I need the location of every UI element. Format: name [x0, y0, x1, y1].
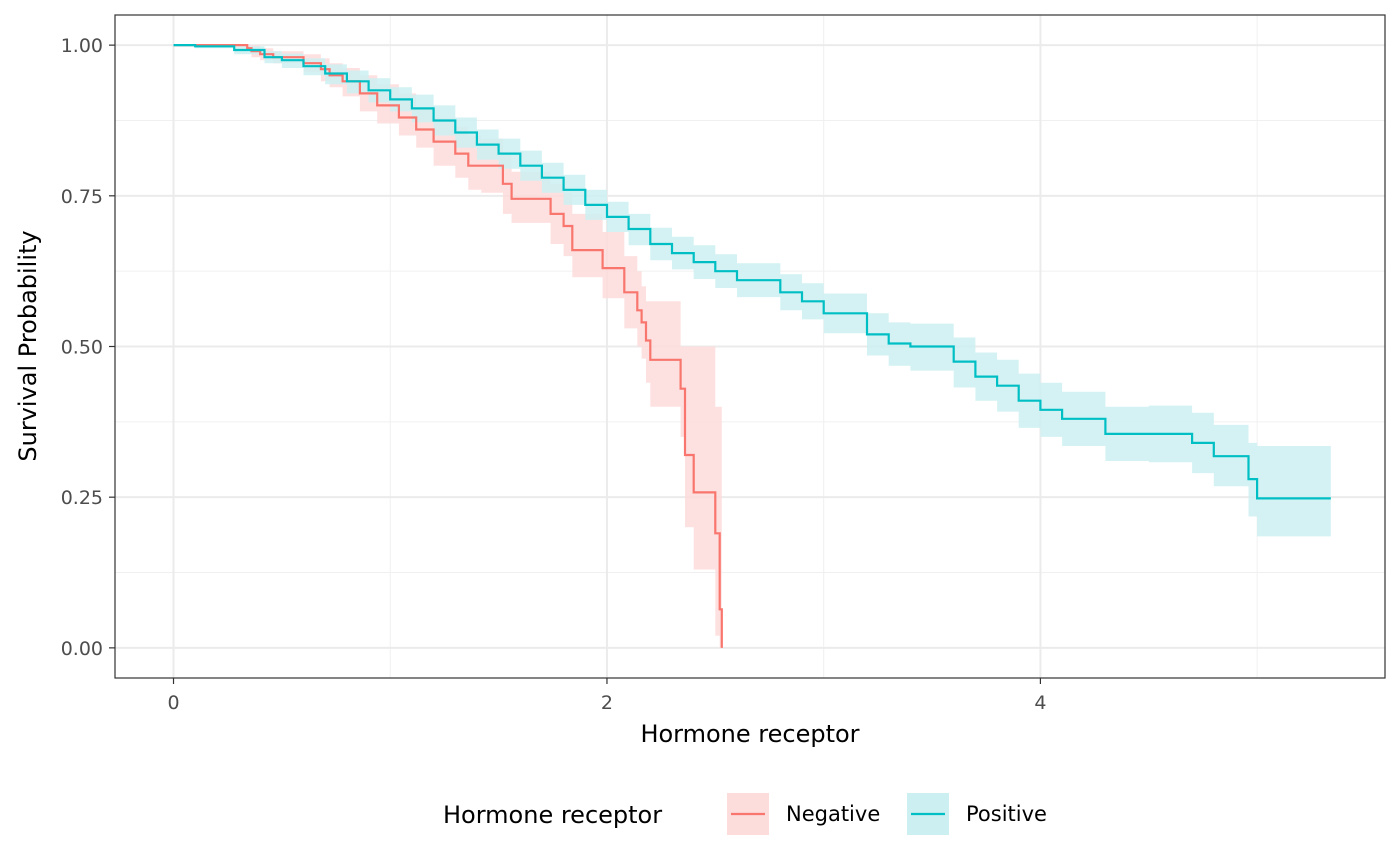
confidence-band-negative [173, 45, 722, 648]
x-axis-title: Hormone receptor [640, 720, 859, 748]
y-tick-label: 0.50 [61, 337, 103, 359]
y-tick-label: 0.75 [61, 186, 103, 208]
legend-title: Hormone receptor [443, 801, 662, 829]
survival-curve-positive [173, 43, 1331, 500]
survival-curve-negative [173, 43, 723, 648]
y-axis: 0.00 0.25 0.50 0.75 1.00 [61, 35, 115, 660]
x-tick-label: 4 [1034, 692, 1046, 714]
confidence-band-positive [173, 45, 1331, 537]
legend-item-negative: Negative [727, 793, 880, 835]
legend: Hormone receptor Negative Positive [443, 793, 1047, 835]
y-tick-label: 1.00 [61, 35, 103, 57]
plot-panel [114, 14, 1386, 679]
legend-label-negative: Negative [786, 802, 880, 826]
x-tick-label: 2 [601, 692, 613, 714]
y-tick-label: 0.25 [61, 487, 103, 509]
confidence-bands [173, 45, 1331, 648]
legend-item-positive: Positive [907, 793, 1047, 835]
y-tick-label: 0.00 [61, 638, 103, 660]
grid-lines [115, 15, 1385, 678]
x-tick-label: 0 [167, 692, 179, 714]
legend-label-positive: Positive [966, 802, 1047, 826]
y-axis-title: Survival Probability [14, 230, 42, 461]
survival-curves [173, 43, 1331, 648]
x-axis: 0 2 4 [167, 678, 1046, 714]
